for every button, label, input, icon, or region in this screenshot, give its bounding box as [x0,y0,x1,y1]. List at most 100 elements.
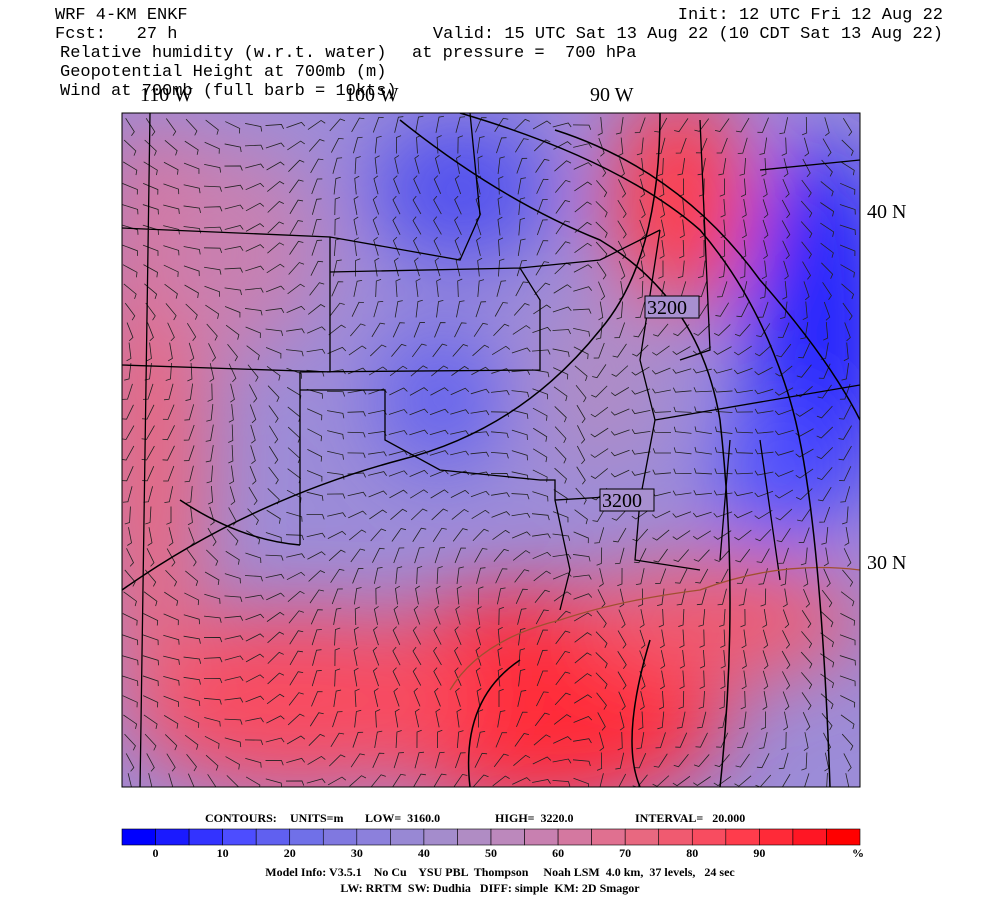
wind-barb [573,777,589,787]
wind-barb [618,260,626,280]
wind-barb [491,368,511,374]
wind-barb [818,363,831,379]
wind-barb [762,609,768,628]
wind-barb [475,301,487,318]
colorbar-tick-label: 20 [284,846,296,860]
wind-barb [145,302,156,321]
wind-barb [436,299,444,318]
wind-barb [512,777,531,785]
wind-barb [375,709,381,728]
wind-barb [354,175,360,195]
wind-barb [451,508,469,520]
wind-barb [454,175,462,195]
wind-barb [573,574,592,580]
wind-barb [476,688,482,707]
wind-barb [167,322,175,342]
wind-barb [498,606,505,626]
wind-barb [470,490,490,498]
wind-barb [577,425,586,444]
wind-barb [348,510,367,519]
wind-barb [409,450,429,456]
wind-barb [497,626,503,646]
wind-barb [713,776,732,787]
wind-barb [803,137,810,157]
wind-barb [840,613,856,626]
wind-barb [455,116,466,133]
lat-label: 40 N [867,201,906,223]
wind-barb [820,632,834,648]
wind-barb [209,506,215,526]
wind-barb [168,773,174,787]
wind-barb [517,238,526,256]
wind-barb [713,368,733,374]
wind-barb [471,509,490,520]
wind-barb [375,586,381,605]
wind-barb [432,343,448,358]
wind-barb [224,267,243,273]
wind-barb [245,594,264,600]
wind-barb [456,730,464,749]
wind-barb [572,308,592,314]
wind-barb [516,711,528,728]
wind-barb [166,548,176,567]
wind-barb [676,711,686,729]
colorbar-tick-label: 70 [619,846,631,860]
wind-barb [415,299,423,318]
wind-barb [435,585,441,605]
wind-barb [265,124,284,130]
wind-barb [454,626,462,646]
wind-barb [798,527,810,543]
humidity-shading [122,113,860,787]
wind-barb [698,608,706,627]
wind-barb [245,653,265,663]
wind-barb [244,575,263,582]
wind-barb [434,605,441,625]
wind-barb [734,323,751,337]
wind-barb [741,650,747,669]
wind-barb [329,754,346,767]
wind-barb [496,280,507,297]
wind-barb [142,466,155,482]
wind-barb [679,239,685,259]
wind-barb [533,734,551,746]
wind-barb [595,201,608,218]
colorbar-cell [792,828,827,846]
wind-barb [372,195,380,215]
wind-barb [756,323,771,338]
wind-barb [611,508,628,521]
wind-barb [452,343,469,357]
wind-barb [673,447,692,455]
wind-barb [457,278,463,298]
wind-barb [183,184,201,194]
wind-barb [838,445,852,461]
wind-barb [455,605,461,625]
wind-barb [187,362,193,382]
wind-barb [781,671,791,690]
wind-barb [617,199,627,219]
wind-barb [286,757,306,764]
wind-barb [652,448,672,454]
wind-barb [734,388,753,394]
wind-barb [841,363,849,381]
wind-barb [247,508,259,526]
wind-barb [287,713,305,726]
wind-barb [334,647,340,667]
wind-barb [755,528,772,542]
wind-barb [287,283,305,295]
wind-barb [738,281,748,298]
wind-barb [245,717,264,723]
wind-barb [163,613,179,626]
init-time: Init: 12 UTC Fri 12 Aug 22 [678,6,943,25]
pressure-level: at pressure = 700 hPa [412,44,636,63]
wind-barb [230,383,235,403]
wind-barb [143,695,159,708]
wind-barb [497,196,503,215]
wind-barb [840,695,856,708]
wind-barb [494,302,508,317]
wind-barb [267,201,284,213]
wind-barb [497,667,503,687]
wind-barb [307,449,323,462]
wind-barb [619,158,625,178]
wind-barb [777,322,790,338]
wind-barb [286,553,305,559]
